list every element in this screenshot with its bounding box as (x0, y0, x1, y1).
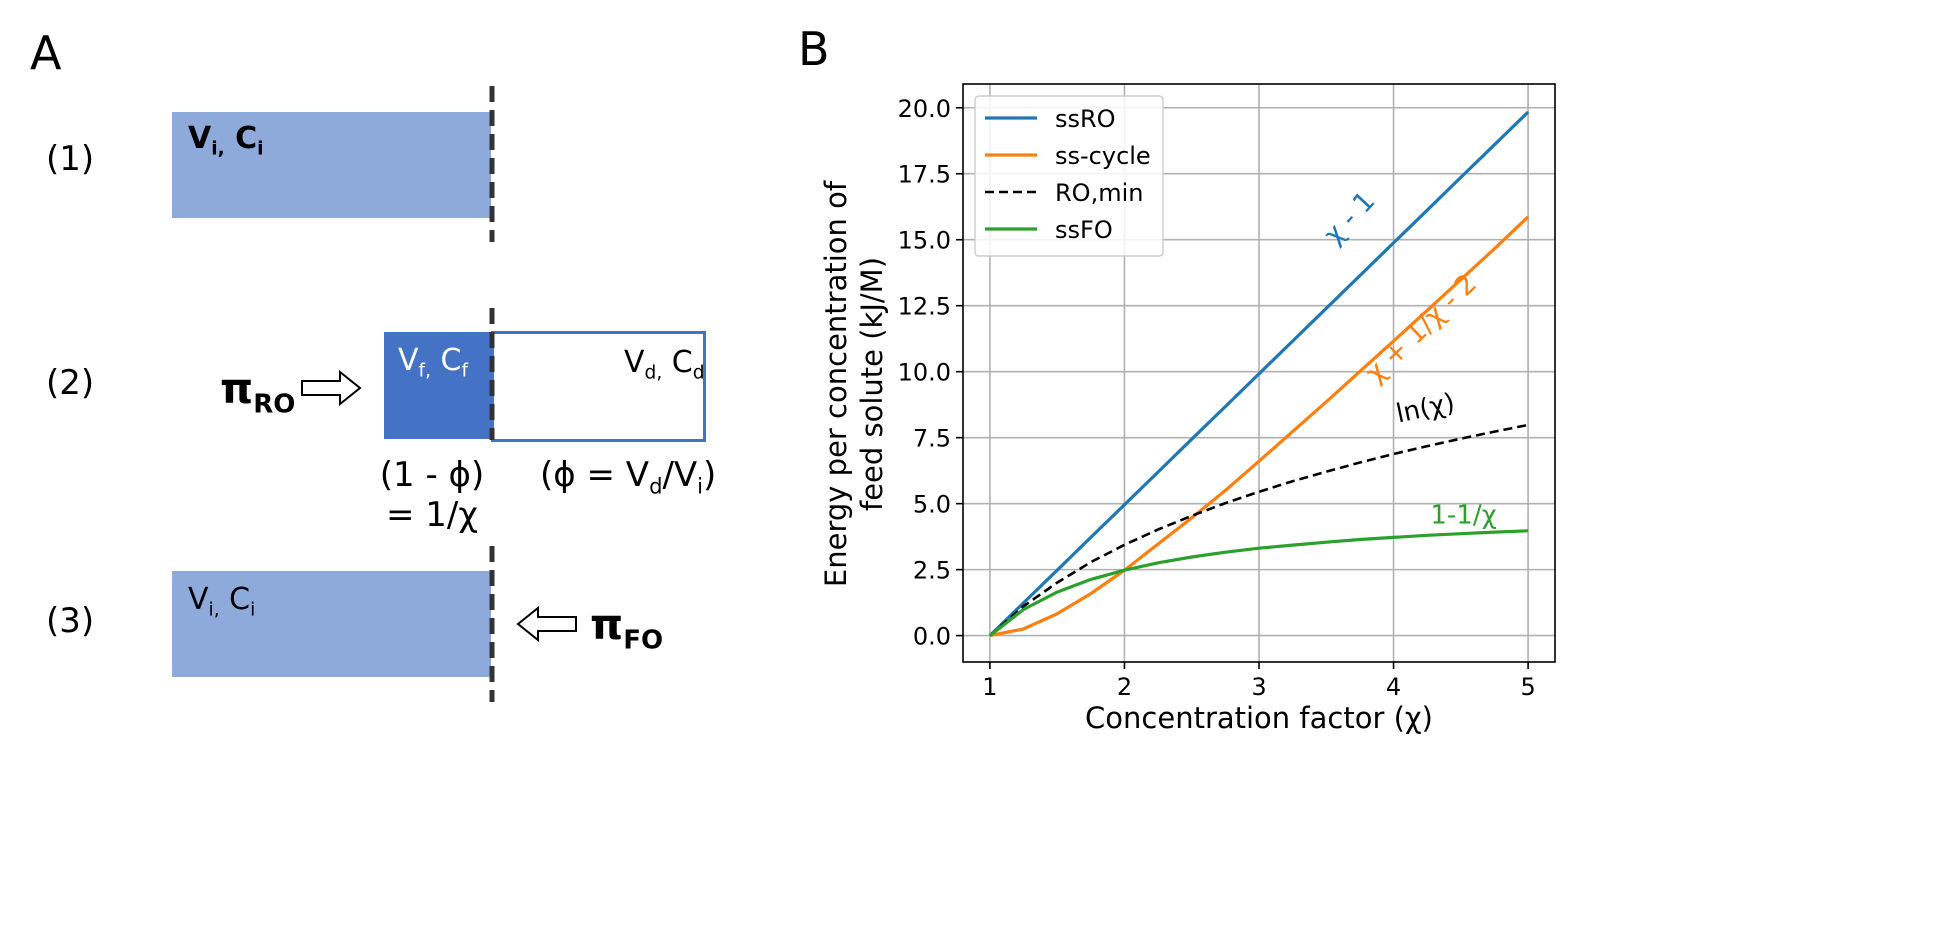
x-tick-label: 1 (982, 673, 997, 701)
y-tick-label: 12.5 (898, 293, 951, 321)
membrane-lines (489, 86, 495, 702)
feed-fraction-equation: (1 - ϕ) = 1/χ (379, 455, 485, 535)
concentrated-feed-box: Vf, Cf (384, 332, 491, 439)
box3-label: Vi, Ci (188, 582, 256, 621)
y-tick-label: 0.0 (913, 623, 951, 651)
step-2-label: (2) (46, 363, 95, 403)
draw-fraction-equation: (ϕ = Vd/Vi) (540, 455, 717, 499)
legend-label: ssRO (1055, 105, 1116, 133)
series-line-ssfo (988, 529, 1529, 637)
diluted-feed-box: Vi, Ci (172, 571, 491, 677)
series-line-ss-cycle (989, 215, 1530, 638)
panel-b-letter: B (798, 22, 830, 76)
series-line-ro-min (989, 423, 1529, 637)
box2-feed-label: Vf, Cf (398, 343, 469, 382)
x-axis-label: Concentration factor (χ) (1085, 701, 1433, 735)
annotation-ss-cycle: χ + 1/χ - 2 (1360, 268, 1483, 388)
pi-ro-label: πRO (220, 364, 296, 420)
y-tick-label: 20.0 (898, 95, 951, 123)
y-tick-label: 5.0 (913, 491, 951, 519)
y-tick-label: 2.5 (913, 557, 951, 585)
y-tick-label: 10.0 (898, 359, 951, 387)
annotation-ssro: χ - 1 (1318, 186, 1381, 251)
annotation-ssfo: 1-1/χ (1430, 500, 1496, 530)
annotation-ro-min: ln(χ) (1394, 388, 1458, 430)
legend-box (974, 95, 1164, 257)
step-3-label: (3) (46, 601, 95, 641)
y-tick-label: 7.5 (913, 425, 951, 453)
x-tick-label: 2 (1117, 673, 1132, 701)
x-tick-label: 5 (1520, 673, 1535, 701)
pi-fo-label: πFO (590, 600, 664, 656)
box2-draw-label: Vd, Cd (624, 345, 705, 384)
series-line-ssro (988, 110, 1530, 637)
y-tick-label: 17.5 (898, 161, 951, 189)
legend-label: ss-cycle (1055, 142, 1151, 170)
step-1-label: (1) (46, 139, 95, 179)
right-arrow-icon (301, 370, 362, 406)
y-tick-label: 15.0 (898, 227, 951, 255)
x-tick-label: 3 (1251, 673, 1266, 701)
y-axis-label-line2: feed solute (kJ/M) (855, 257, 889, 511)
legend-label: ssFO (1055, 216, 1113, 244)
legend-label: RO,min (1055, 179, 1143, 207)
panel-a-letter: A (30, 26, 62, 80)
x-tick-label: 4 (1386, 673, 1401, 701)
y-axis-label-line1: Energy per concentration of (819, 180, 853, 587)
left-arrow-icon (516, 606, 577, 642)
initial-feed-box: Vi, Ci (172, 112, 491, 218)
box1-label: Vi, Ci (188, 121, 264, 160)
